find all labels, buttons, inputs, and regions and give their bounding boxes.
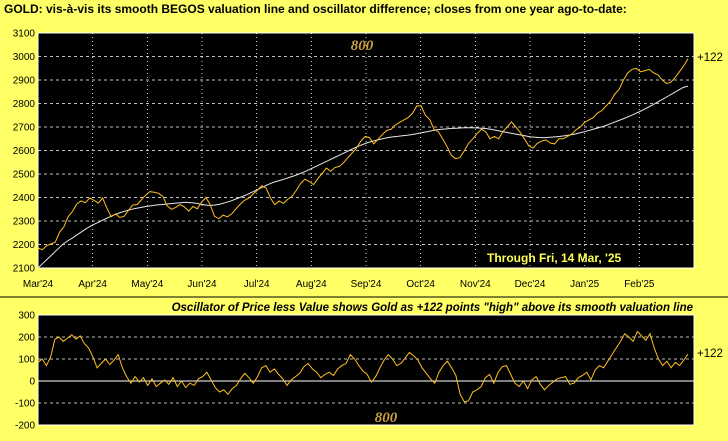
oscillator-y-tick-label: 0 xyxy=(29,377,35,388)
main-x-axis: Mar'24 Apr'24 May'24 Jun'24 Jul'24 Aug'24 Sep'… xyxy=(23,279,655,290)
oscillator-end-label: +122 xyxy=(697,348,723,360)
main-x-tick-label: Apr'24 xyxy=(78,279,107,290)
oscillator-title: Oscillator of Price less Value shows Gol… xyxy=(172,302,694,314)
main-chart-title: GOLD: vis-à-vis its smooth BEGOS valuati… xyxy=(4,2,627,16)
oscillator-y-tick-label: -200 xyxy=(15,421,35,432)
main-y-tick-label: 2700 xyxy=(13,123,36,134)
main-x-tick-label: Mar'24 xyxy=(23,279,54,290)
main-x-tick-label: Jan'25 xyxy=(570,279,600,290)
main-x-tick-label: Feb'25 xyxy=(624,279,655,290)
oscillator-y-tick-label: 300 xyxy=(18,311,35,322)
oscillator-logo: 800 xyxy=(375,410,398,426)
oscillator-y-tick-label: -100 xyxy=(15,399,35,410)
oscillator-plot-area xyxy=(37,314,695,426)
main-y-tick-label: 2200 xyxy=(13,240,36,251)
main-y-tick-label: 3100 xyxy=(13,29,36,40)
main-x-tick-label: Oct'24 xyxy=(406,279,435,290)
main-y-tick-label: 2900 xyxy=(13,76,36,87)
oscillator-y-axis: -200 -100 0 100 200 300 xyxy=(15,311,35,432)
main-annotation: Through Fri, 14 Mar, '25 xyxy=(487,251,622,265)
price-line xyxy=(37,58,689,251)
main-y-tick-label: 2300 xyxy=(13,217,36,228)
main-x-tick-label: Nov'24 xyxy=(460,279,491,290)
oscillator-grid xyxy=(38,336,694,404)
main-y-axis: 2100 2200 2300 2400 2500 2600 2700 2800 2900 3000… xyxy=(13,29,36,275)
oscillator-y-tick-label: 100 xyxy=(18,355,35,366)
oscillator-line xyxy=(37,330,689,403)
main-y-tick-label: 3000 xyxy=(13,52,36,63)
main-grid xyxy=(38,33,694,268)
main-logo: 800 xyxy=(351,38,374,54)
main-x-tick-label: Jun'24 xyxy=(187,279,217,290)
main-x-tick-label: May'24 xyxy=(131,279,163,290)
main-y-tick-label: 2600 xyxy=(13,146,36,157)
main-y-tick-label: 2400 xyxy=(13,193,36,204)
main-y-tick-label: 2500 xyxy=(13,170,36,181)
main-x-tick-label: Dec'24 xyxy=(515,279,546,290)
main-y-tick-label: 2100 xyxy=(13,264,36,275)
main-x-tick-label: Sep'24 xyxy=(351,279,382,290)
oscillator-y-tick-label: 200 xyxy=(18,333,35,344)
main-x-tick-label: Jul'24 xyxy=(244,279,270,290)
main-x-tick-label: Aug'24 xyxy=(296,279,327,290)
main-end-label: +122 xyxy=(697,52,723,64)
main-y-tick-label: 2800 xyxy=(13,99,36,110)
valuation-line xyxy=(37,85,689,269)
